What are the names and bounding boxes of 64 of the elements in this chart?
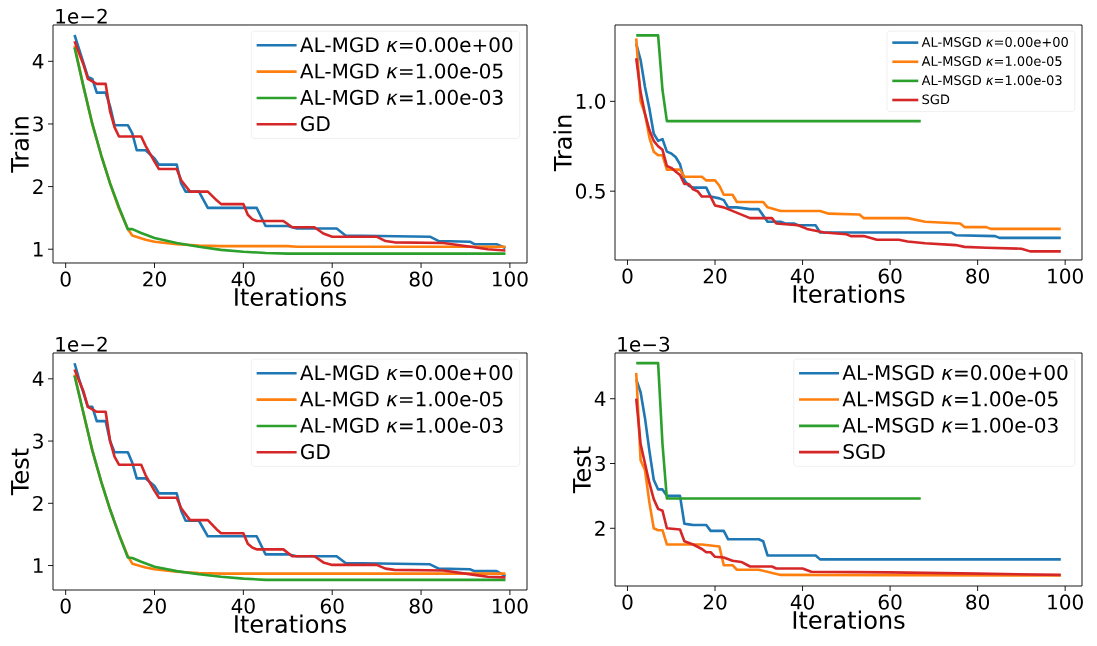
x-tick-label: 40 bbox=[790, 268, 814, 284]
x-tick-label: 60 bbox=[320, 598, 344, 614]
y-tick-label: 1 bbox=[33, 558, 43, 573]
y-tick-label: 2 bbox=[33, 495, 43, 511]
legend-label: AL-MSGD κ=0.00e+00 bbox=[921, 37, 1068, 47]
legend-label: SGD bbox=[843, 443, 885, 460]
x-axis-title: Iterations bbox=[235, 614, 346, 634]
x-tick-label: 0 bbox=[622, 594, 633, 610]
y-tick-label: 2 bbox=[595, 520, 605, 536]
y-tick-label: 2 bbox=[33, 179, 43, 195]
legend-label: AL-MSGD κ=1.00e-03 bbox=[921, 75, 1062, 86]
y-tick-label: 4 bbox=[32, 54, 44, 69]
x-axis-title: Iterations bbox=[793, 284, 905, 304]
legend-label: GD bbox=[301, 444, 330, 460]
x-tick-label: 100 bbox=[493, 598, 528, 614]
y-axis-title: Train bbox=[553, 115, 572, 172]
x-tick-label: 0 bbox=[60, 271, 71, 287]
x-tick-label: 100 bbox=[493, 271, 528, 287]
x-tick-label: 100 bbox=[1048, 594, 1083, 610]
y-axis-title: Train bbox=[10, 117, 29, 173]
y-tick-label: 3 bbox=[595, 455, 605, 472]
y-tick-label: 4 bbox=[32, 371, 44, 387]
legend-label: AL-MGD κ=0.00e+00 bbox=[300, 37, 513, 53]
legend-label: AL-MGD κ=1.00e-05 bbox=[300, 391, 503, 407]
text: 1e−3 bbox=[618, 336, 670, 352]
y-axis-title: Test bbox=[573, 446, 591, 494]
x-tick-label: 80 bbox=[966, 268, 990, 284]
text: 1e−2 bbox=[56, 8, 107, 24]
x-tick-label: 60 bbox=[320, 271, 344, 287]
x-tick-label: 80 bbox=[409, 271, 433, 287]
y-tick-label: 0.5 bbox=[575, 183, 605, 199]
x-tick-label: 40 bbox=[790, 594, 814, 610]
x-axis-title: Iterations bbox=[235, 287, 346, 307]
x-tick-label: 60 bbox=[878, 594, 902, 610]
y-tick-label: 3 bbox=[33, 116, 43, 132]
legend-label: AL-MSGD κ=1.00e-05 bbox=[842, 391, 1058, 407]
x-tick-label: 0 bbox=[60, 598, 71, 614]
y-tick-label: 4 bbox=[594, 391, 606, 407]
x-tick-label: 40 bbox=[231, 598, 255, 614]
legend-label: AL-MGD κ=1.00e-03 bbox=[300, 89, 503, 105]
x-tick-label: 100 bbox=[1048, 268, 1083, 284]
y-axis-title: Test bbox=[11, 448, 29, 496]
x-axis-title: Iterations bbox=[793, 610, 905, 630]
legend-label: AL-MGD κ=1.00e-05 bbox=[300, 63, 503, 79]
x-tick-label: 20 bbox=[703, 268, 727, 284]
x-tick-label: 60 bbox=[878, 268, 902, 284]
legend-label: SGD bbox=[922, 94, 950, 105]
legend-label: AL-MGD κ=1.00e-03 bbox=[300, 417, 503, 433]
x-tick-label: 0 bbox=[622, 268, 633, 284]
y-tick-label: 1 bbox=[33, 241, 43, 257]
x-tick-label: 20 bbox=[143, 271, 166, 287]
x-tick-label: 20 bbox=[143, 598, 166, 614]
legend-label: GD bbox=[301, 116, 330, 132]
text: 1e−2 bbox=[56, 336, 107, 352]
y-tick-label: 1.0 bbox=[576, 93, 606, 109]
x-tick-label: 40 bbox=[231, 271, 255, 287]
legend-label: AL-MSGD κ=1.00e-05 bbox=[921, 56, 1062, 67]
legend-label: AL-MGD κ=0.00e+00 bbox=[300, 365, 513, 381]
legend-label: AL-MSGD κ=1.00e-03 bbox=[842, 417, 1058, 433]
x-tick-label: 80 bbox=[409, 598, 433, 614]
y-tick-label: 3 bbox=[33, 433, 43, 449]
x-tick-label: 20 bbox=[703, 594, 727, 610]
x-tick-label: 80 bbox=[966, 594, 990, 610]
legend-label: AL-MSGD κ=0.00e+00 bbox=[842, 365, 1068, 381]
